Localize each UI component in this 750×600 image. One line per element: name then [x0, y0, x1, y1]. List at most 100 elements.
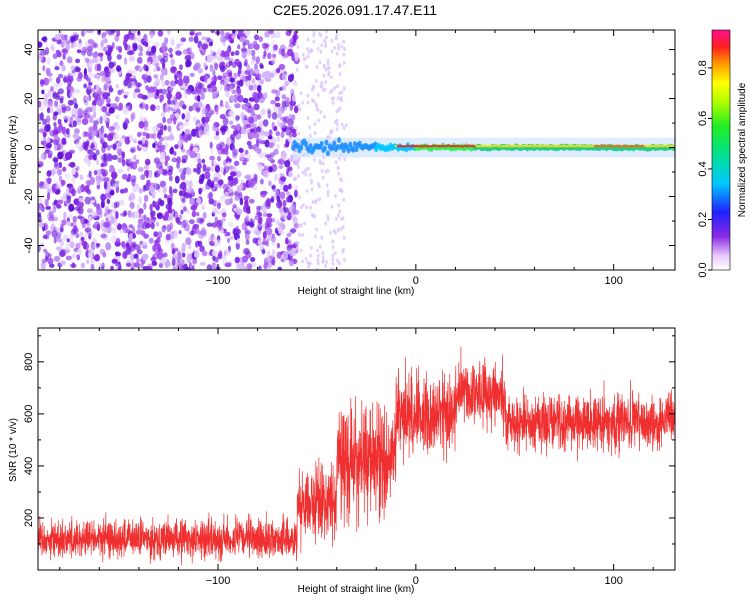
noise-cell	[299, 91, 303, 96]
noise-cell	[316, 248, 319, 253]
noise-cell	[315, 227, 318, 232]
colorbar-tick-label: 0.8	[697, 60, 709, 75]
noise-cell	[253, 132, 260, 139]
noise-cell	[290, 154, 294, 163]
noise-cell	[267, 52, 272, 60]
noise-cell	[271, 185, 276, 190]
noise-cell	[248, 84, 254, 91]
signal-core	[665, 145, 669, 148]
noise-cell	[291, 94, 296, 102]
noise-cell	[145, 85, 150, 91]
noise-cell	[85, 94, 90, 102]
noise-cell	[173, 116, 177, 125]
noise-cell	[229, 77, 235, 83]
noise-cell	[191, 210, 197, 218]
noise-cell	[253, 68, 260, 75]
noise-cell	[334, 230, 337, 235]
noise-cell	[49, 129, 56, 137]
noise-cell	[145, 65, 149, 72]
noise-cell	[330, 267, 333, 270]
noise-cell	[76, 254, 81, 261]
noise-cell	[102, 114, 108, 122]
noise-cell	[285, 96, 290, 104]
noise-cell	[185, 237, 192, 246]
signal-core	[470, 144, 474, 148]
noise-cell	[159, 180, 166, 188]
noise-cell	[96, 99, 103, 107]
noise-cell	[326, 217, 330, 222]
noise-cell	[166, 92, 173, 100]
noise-cell	[304, 256, 308, 261]
noise-cell	[143, 194, 149, 202]
signal-core	[579, 145, 583, 148]
noise-cell	[220, 99, 223, 107]
noise-cell	[228, 120, 234, 125]
noise-cell	[177, 78, 184, 87]
noise-cell	[210, 109, 215, 115]
noise-cell	[189, 31, 195, 36]
noise-cell	[242, 41, 246, 48]
noise-cell	[318, 197, 322, 202]
noise-cell	[138, 121, 145, 129]
signal-core	[527, 145, 531, 148]
noise-cell	[209, 41, 213, 47]
signal-core	[446, 144, 450, 147]
noise-cell	[54, 143, 58, 151]
noise-cell	[74, 128, 80, 134]
signal-core	[513, 144, 517, 148]
noise-cell	[338, 106, 342, 111]
noise-cell	[103, 227, 110, 233]
noise-cell	[318, 159, 322, 164]
noise-cell	[193, 258, 198, 264]
noise-cell	[288, 259, 295, 267]
noise-cell	[311, 87, 314, 92]
noise-cell	[316, 261, 320, 266]
noise-cell	[110, 234, 117, 244]
signal-core	[394, 144, 398, 148]
noise-cell	[136, 249, 143, 255]
noise-cell	[40, 242, 44, 248]
noise-cell	[335, 36, 338, 41]
noise-cell	[61, 126, 66, 135]
noise-cell	[244, 30, 251, 37]
noise-cell	[307, 166, 310, 171]
noise-cell	[264, 154, 272, 158]
noise-cell	[203, 62, 207, 68]
signal-core	[451, 144, 455, 148]
noise-cell	[43, 77, 50, 86]
noise-cell	[38, 113, 42, 121]
noise-cell	[166, 106, 171, 113]
noise-cell	[225, 85, 233, 92]
noise-cell	[124, 136, 131, 145]
noise-cell	[199, 217, 204, 225]
noise-cell	[211, 250, 218, 257]
noise-cell	[97, 262, 104, 268]
noise-cell	[41, 185, 47, 190]
noise-cell	[88, 170, 92, 178]
noise-cell	[108, 126, 115, 132]
noise-cell	[133, 253, 139, 259]
noise-cell	[42, 131, 47, 138]
noise-cell	[253, 127, 258, 134]
signal-core	[563, 144, 567, 148]
signal-core	[672, 145, 675, 148]
noise-cell	[343, 257, 346, 262]
noise-cell	[115, 201, 120, 208]
noise-cell	[175, 216, 180, 224]
noise-cell	[41, 89, 45, 95]
noise-cell	[307, 50, 311, 55]
noise-cell	[140, 230, 146, 236]
noise-cell	[234, 196, 240, 201]
signal-core	[463, 144, 467, 147]
noise-cell	[187, 245, 192, 250]
noise-cell	[117, 157, 124, 163]
noise-cell	[134, 244, 141, 251]
noise-cell	[226, 69, 233, 75]
noise-cell	[322, 161, 325, 166]
noise-cell	[313, 122, 317, 127]
noise-cell	[52, 208, 56, 214]
noise-cell	[206, 37, 211, 42]
noise-cell	[316, 92, 320, 97]
colorbar-tick-label: 0.4	[697, 161, 709, 176]
signal-core	[567, 144, 572, 148]
